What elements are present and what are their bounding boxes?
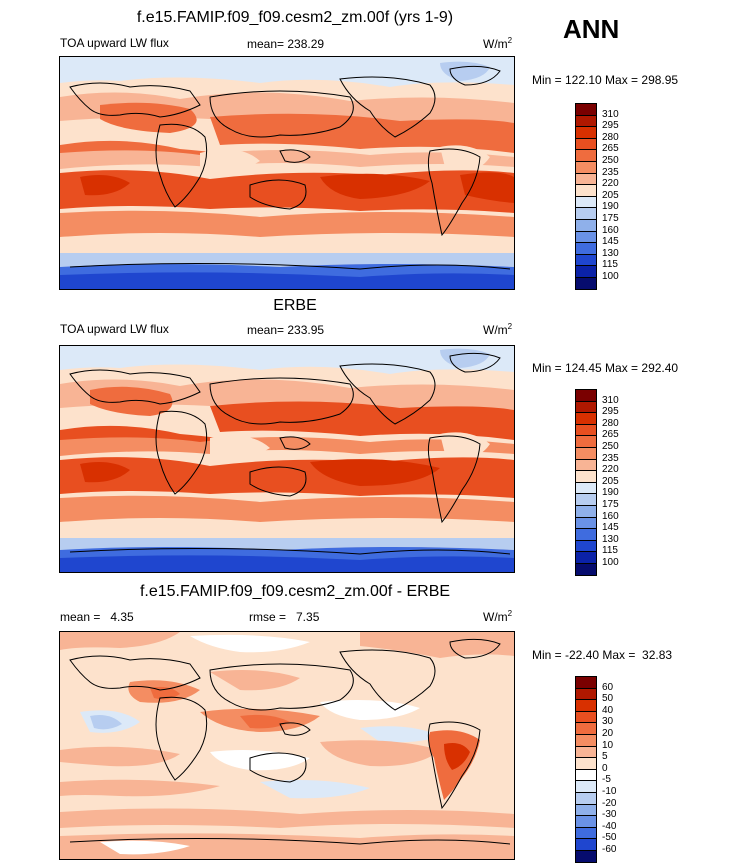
colorbar-tick-label: 265	[602, 429, 619, 441]
colorbar-tick-label: -50	[602, 832, 617, 844]
colorbar-tick-label: 5	[602, 751, 608, 763]
colorbar-tick-label: 160	[602, 224, 619, 236]
panel1-map	[59, 56, 515, 290]
season-label: ANN	[563, 14, 620, 44]
colorbar-tick-label: 220	[602, 464, 619, 476]
panel1-mean: mean= 238.29	[247, 37, 325, 51]
colorbar-tick-label: 220	[602, 178, 619, 190]
panel3-rmse: rmse = 7.35	[249, 610, 320, 624]
colorbar-tick-label: 265	[602, 143, 619, 155]
panel3-map	[59, 631, 515, 860]
colorbar-tick-label: 205	[602, 189, 619, 201]
colorbar-tick-label: -30	[602, 809, 617, 821]
colorbar-tick-label: 280	[602, 131, 619, 143]
colorbar-tick-label: 10	[602, 739, 614, 751]
colorbar-swatch	[575, 563, 597, 576]
colorbar-tick-label: 60	[602, 681, 614, 693]
panel2-title: ERBE	[273, 297, 317, 314]
colorbar-tick-label: 250	[602, 155, 619, 166]
colorbar-tick-label: 310	[602, 394, 619, 406]
panel2-variable-label: TOA upward LW flux	[60, 322, 169, 336]
panel1-title: f.e15.FAMIP.f09_f09.cesm2_zm.00f (yrs 1-…	[136, 9, 454, 26]
colorbar-swatch	[575, 850, 597, 863]
colorbar-tick-label: 235	[602, 166, 619, 178]
colorbar-tick-label: 130	[602, 247, 619, 259]
colorbar-tick-label: 160	[602, 510, 619, 522]
panel2-map	[59, 345, 515, 573]
colorbar-tick-label: 145	[602, 236, 619, 248]
colorbar-tick-label: -5	[602, 774, 611, 786]
colorbar-tick-label: 20	[602, 728, 614, 739]
colorbar-tick-label: 100	[602, 271, 619, 282]
colorbar-swatch	[575, 277, 597, 290]
colorbar-tick-label: 295	[602, 120, 619, 132]
colorbar-tick-label: 40	[602, 704, 614, 716]
panel3-title: f.e15.FAMIP.f09_f09.cesm2_zm.00f - ERBE	[139, 583, 451, 600]
colorbar-tick-label: 235	[602, 452, 619, 464]
colorbar-tick-label: 190	[602, 487, 619, 499]
colorbar-tick-label: 295	[602, 406, 619, 418]
colorbar-tick-label: 190	[602, 201, 619, 213]
panel3-minmax: Min = -22.40 Max = 32.83	[532, 648, 673, 662]
panel1-minmax: Min = 122.10 Max = 298.95	[532, 73, 679, 87]
colorbar-tick-label: -40	[602, 820, 617, 832]
colorbar-tick-label: 115	[602, 259, 618, 271]
panel2-minmax: Min = 124.45 Max = 292.40	[532, 361, 679, 375]
panel3-mean: mean = 4.35	[60, 610, 134, 624]
colorbar-tick-label: 30	[602, 716, 614, 728]
panel1-units: W/m2	[483, 36, 513, 52]
panel2-mean: mean= 233.95	[247, 323, 325, 337]
panel2-units: W/m2	[483, 322, 513, 338]
colorbar-tick-label: -60	[602, 844, 617, 855]
colorbar-tick-label: 100	[602, 557, 619, 568]
colorbar-tick-label: 310	[602, 108, 619, 120]
colorbar-tick-label: 50	[602, 693, 614, 705]
colorbar-tick-label: 175	[602, 499, 619, 510]
colorbar-tick-label: 0	[602, 762, 608, 774]
colorbar-tick-label: 250	[602, 441, 619, 452]
colorbar-tick-label: 130	[602, 533, 619, 545]
panel1-variable-label: TOA upward LW flux	[60, 36, 169, 50]
panel3-units: W/m2	[483, 609, 513, 625]
colorbar-tick-label: 145	[602, 522, 619, 534]
colorbar-tick-label: 115	[602, 545, 618, 557]
colorbar-tick-label: -10	[602, 786, 617, 797]
colorbar-tick-label: 175	[602, 213, 619, 224]
colorbar-tick-label: 205	[602, 475, 619, 487]
colorbar-tick-label: 280	[602, 417, 619, 429]
colorbar-tick-label: -20	[602, 797, 617, 809]
